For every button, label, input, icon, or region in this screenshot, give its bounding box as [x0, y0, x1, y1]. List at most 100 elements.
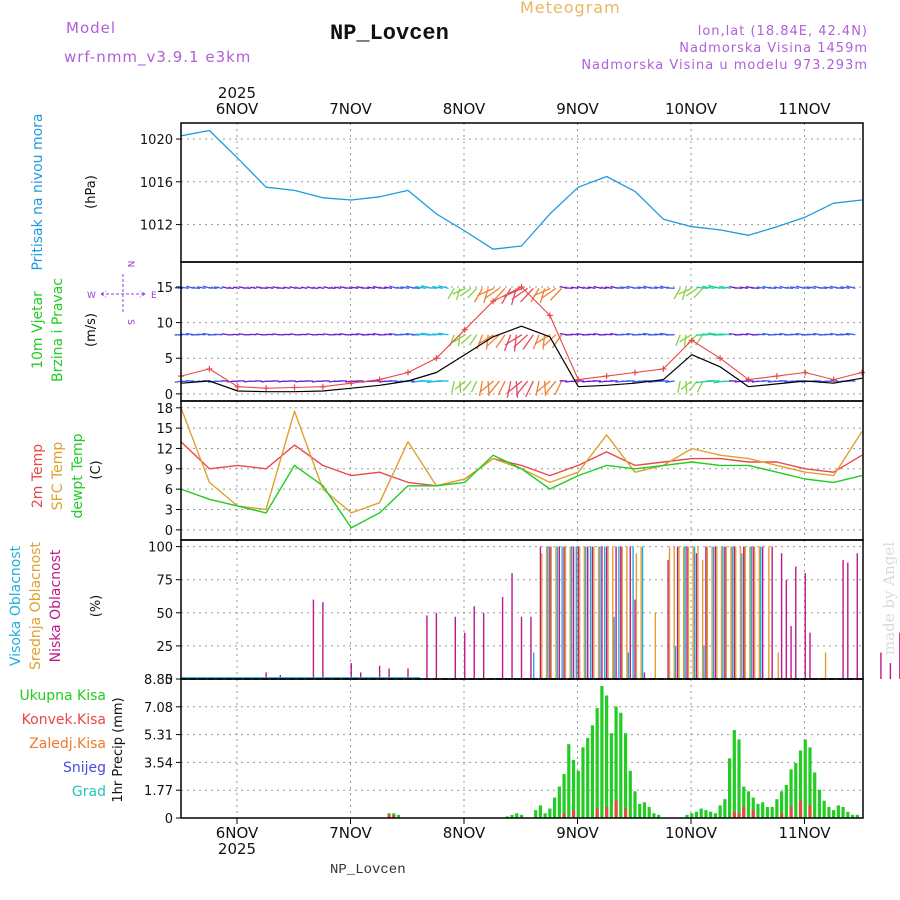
precip-conv-bar [789, 807, 793, 818]
precip-total-bar [657, 814, 661, 818]
wind-gust-marker [802, 369, 809, 376]
bottom-day-label: 6NOV [216, 824, 259, 842]
precip-conv-bar [392, 814, 396, 818]
precip-total-bar [723, 799, 727, 818]
wind-arrow [454, 380, 466, 390]
temp-title-2: dewpt Temp [70, 433, 86, 518]
precip-total-bar [765, 807, 770, 818]
precip-conv-bar [751, 810, 755, 818]
precip-conv-bar [742, 807, 746, 818]
precip-total-bar [510, 814, 514, 818]
wind-arrow [487, 380, 490, 397]
wind-arrow [525, 380, 534, 398]
precip-total-bar [780, 791, 784, 818]
precip-total-bar [770, 807, 774, 818]
wind-arrow [317, 286, 325, 290]
wind-arrow [506, 380, 523, 394]
wind-arrow [323, 333, 330, 336]
wind-arrow [506, 380, 512, 398]
precip-total-bar [832, 810, 836, 818]
precip-conv-bar [571, 810, 576, 818]
precip-total-bar [553, 797, 557, 818]
wind-title-1: 10m Vjetar [30, 291, 46, 369]
wind-arrow [680, 380, 692, 390]
y-tick-label: 1012 [140, 219, 173, 234]
wind-arrow [513, 334, 529, 348]
wind-arrow [654, 286, 664, 290]
precip-total-bar [803, 739, 807, 818]
wind-arrow [683, 334, 687, 347]
precip-total-bar [775, 799, 779, 818]
precip-total-bar [609, 733, 613, 818]
wind-arrow [278, 287, 285, 290]
wind-arrow [266, 286, 274, 290]
wind-arrow [654, 333, 664, 336]
wind-arrow [818, 287, 828, 290]
wind-arrow [677, 380, 681, 393]
y-tick-label: 10 [156, 317, 173, 332]
wind-arrow [459, 380, 462, 393]
wind-arrow [503, 287, 523, 298]
wind-arrow [350, 286, 359, 290]
panel-frame-pressure [180, 122, 864, 263]
precip-total-bar [813, 772, 817, 818]
wind-arrow [582, 287, 590, 290]
cloud-ylabel: (%) [89, 595, 104, 618]
model-elevation-label: Nadmorska Visina u modelu 973.293m [581, 58, 868, 73]
precip-total-bar [515, 813, 519, 818]
wind-arrow [835, 287, 845, 290]
wind-arrow [845, 332, 856, 336]
wind-arrow [323, 286, 331, 290]
wind-arrow [461, 334, 472, 345]
cloud-title-2: Niska Oblacnost [48, 549, 64, 662]
bottom-year-label: 2025 [218, 840, 256, 858]
wind-arrow [451, 380, 455, 393]
wind-arrow [587, 286, 596, 290]
wind-gust-marker [490, 298, 497, 305]
wind-arrow [485, 334, 489, 350]
grid-layer [181, 123, 863, 818]
wind-gust-marker [348, 380, 355, 387]
y-tick-label: 0 [165, 673, 173, 688]
top-day-label: 11NOV [778, 100, 831, 118]
wind-gust-marker [518, 283, 525, 290]
wind-arrow [278, 380, 285, 383]
precip-total-bar [742, 786, 746, 818]
compass-e: E [151, 291, 157, 301]
wind-arrow [415, 285, 427, 290]
precip-total-bar [519, 814, 524, 818]
precip-total-bar [619, 712, 623, 818]
panel-frame-temperature [180, 400, 864, 541]
wind-arrow [554, 380, 563, 396]
wind-arrow [685, 380, 688, 393]
precip-conv-bar [623, 808, 628, 818]
wind-arrow [232, 286, 240, 290]
precip-total-bar [652, 813, 656, 818]
wind-arrow [384, 286, 393, 290]
wind-arrow [367, 286, 376, 290]
wind-arrow [477, 287, 495, 297]
precip-total-bar [836, 805, 840, 818]
wind-arrow [244, 287, 251, 290]
wind-arrow [415, 333, 426, 336]
wind-gust-marker [773, 373, 780, 380]
wind-speed-line [180, 325, 863, 393]
precip-total-bar [808, 747, 812, 818]
wind-arrow [513, 334, 517, 352]
wind-gust-marker [319, 383, 326, 390]
top-year-label: 2025 [218, 84, 256, 102]
precip-conv-bar [808, 805, 812, 818]
wind-arrow [678, 287, 692, 295]
wind-arrow [504, 334, 523, 346]
model-label: Model [66, 19, 117, 37]
precip-total-bar [505, 816, 509, 818]
precip-total-bar [732, 730, 736, 818]
data-layer [174, 129, 900, 818]
wind-gust-marker [376, 376, 383, 383]
panel-frame-wind [180, 261, 864, 402]
pressure-line [180, 129, 863, 250]
wind-arrow [289, 286, 297, 290]
wind-arrow [740, 286, 749, 290]
wind-arrow [840, 286, 850, 290]
wind-arrow [426, 286, 438, 290]
